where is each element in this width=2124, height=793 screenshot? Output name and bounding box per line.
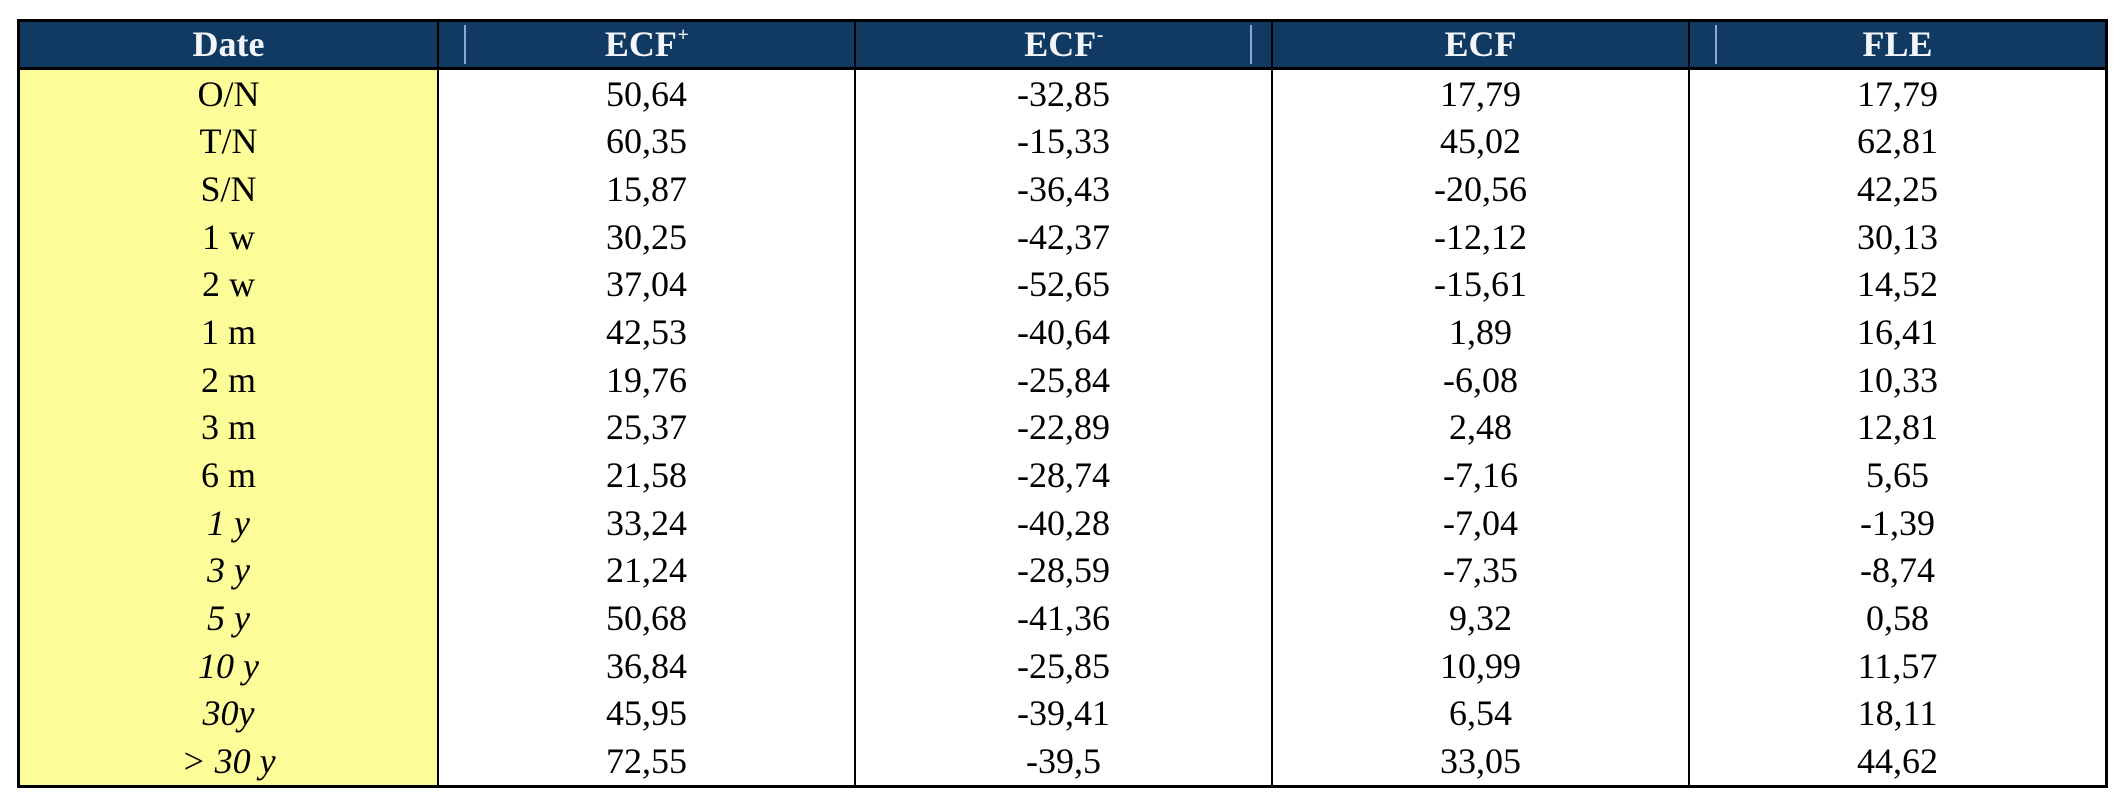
date-cell: 2 m [20, 355, 437, 404]
fle-cell: 11,57 [1688, 641, 2105, 690]
ecf-minus-cell: -25,84 [854, 355, 1271, 404]
fle-cell: 5,65 [1688, 451, 2105, 499]
fle-cell: 10,33 [1688, 355, 2105, 404]
ecf-cell: -6,08 [1271, 355, 1688, 404]
fle-cell: 14,52 [1688, 260, 2105, 309]
ecf-cell: -7,35 [1271, 546, 1688, 595]
ecf-plus-cell: 21,24 [437, 546, 854, 595]
ecf-minus-cell: -42,37 [854, 212, 1271, 261]
fle-cell: -8,74 [1688, 546, 2105, 595]
date-cell: 1 w [20, 212, 437, 261]
column-header-ecf-plus-label: ECF [604, 24, 677, 65]
fle-cell: 16,41 [1688, 308, 2105, 356]
ecf-minus-cell: -15,33 [854, 117, 1271, 166]
ecf-minus-cell: -41,36 [854, 594, 1271, 642]
ecf-minus-cell: -25,85 [854, 641, 1271, 690]
ecf-plus-cell: 15,87 [437, 165, 854, 213]
date-cell: 10 y [20, 641, 437, 690]
date-cell: O/N [20, 69, 437, 118]
ecf-cell: -7,16 [1271, 451, 1688, 499]
ecf-minus-cell: -22,89 [854, 403, 1271, 452]
ecf-cell: -20,56 [1271, 165, 1688, 213]
ecf-cell: 17,79 [1271, 69, 1688, 118]
rates-table-grid: Date ECF + ECF - ECF FLE O/N 50,64 -32,85 … [20, 22, 2105, 785]
ecf-minus-cell: -39,41 [854, 689, 1271, 738]
date-cell: 3 m [20, 403, 437, 452]
fle-cell: 17,79 [1688, 69, 2105, 118]
rates-table: Date ECF + ECF - ECF FLE O/N 50,64 -32,85 … [17, 19, 2108, 788]
fle-cell: 18,11 [1688, 689, 2105, 738]
ecf-plus-cell: 72,55 [437, 737, 854, 785]
fle-cell: 30,13 [1688, 212, 2105, 261]
ecf-cell: -12,12 [1271, 212, 1688, 261]
ecf-minus-cell: -52,65 [854, 260, 1271, 309]
header-gridline-accent [1715, 24, 1717, 64]
ecf-cell: -15,61 [1271, 260, 1688, 309]
ecf-cell: 6,54 [1271, 689, 1688, 738]
fle-cell: 44,62 [1688, 737, 2105, 785]
column-header-ecf-minus: ECF - [854, 22, 1271, 70]
ecf-cell: 1,89 [1271, 308, 1688, 356]
fle-cell: 62,81 [1688, 117, 2105, 166]
date-cell: 2 w [20, 260, 437, 309]
ecf-cell: -7,04 [1271, 498, 1688, 547]
column-header-fle-label: FLE [1862, 24, 1933, 65]
ecf-cell: 10,99 [1271, 641, 1688, 690]
ecf-minus-cell: -40,64 [854, 308, 1271, 356]
fle-cell: 12,81 [1688, 403, 2105, 452]
date-cell: T/N [20, 117, 437, 166]
date-cell: 1 y [20, 498, 437, 547]
ecf-plus-cell: 42,53 [437, 308, 854, 356]
fle-cell: -1,39 [1688, 498, 2105, 547]
column-header-ecf-plus: ECF + [437, 22, 854, 70]
ecf-plus-cell: 25,37 [437, 403, 854, 452]
ecf-plus-cell: 33,24 [437, 498, 854, 547]
column-header-ecf-label: ECF [1444, 24, 1517, 65]
ecf-plus-cell: 36,84 [437, 641, 854, 690]
date-cell: S/N [20, 165, 437, 213]
date-cell: 5 y [20, 594, 437, 642]
fle-cell: 0,58 [1688, 594, 2105, 642]
date-cell: 30y [20, 689, 437, 738]
ecf-plus-cell: 60,35 [437, 117, 854, 166]
column-header-date: Date [20, 22, 437, 70]
date-cell: 3 y [20, 546, 437, 595]
ecf-cell: 2,48 [1271, 403, 1688, 452]
column-header-fle: FLE [1688, 22, 2105, 70]
fle-cell: 42,25 [1688, 165, 2105, 213]
column-header-ecf-minus-label: ECF [1024, 24, 1097, 65]
column-header-date-label: Date [192, 24, 265, 65]
ecf-plus-cell: 19,76 [437, 355, 854, 404]
ecf-plus-cell: 50,64 [437, 69, 854, 118]
ecf-plus-cell: 50,68 [437, 594, 854, 642]
ecf-cell: 33,05 [1271, 737, 1688, 785]
ecf-cell: 9,32 [1271, 594, 1688, 642]
ecf-minus-cell: -28,74 [854, 451, 1271, 499]
ecf-minus-cell: -28,59 [854, 546, 1271, 595]
ecf-minus-cell: -40,28 [854, 498, 1271, 547]
ecf-minus-cell: -36,43 [854, 165, 1271, 213]
date-cell: 6 m [20, 451, 437, 499]
ecf-plus-cell: 30,25 [437, 212, 854, 261]
header-gridline-accent [1250, 24, 1252, 64]
column-header-ecf: ECF [1271, 22, 1688, 70]
ecf-plus-cell: 45,95 [437, 689, 854, 738]
ecf-plus-cell: 21,58 [437, 451, 854, 499]
ecf-minus-cell: -39,5 [854, 737, 1271, 785]
date-cell: 1 m [20, 308, 437, 356]
ecf-minus-cell: -32,85 [854, 69, 1271, 118]
ecf-plus-cell: 37,04 [437, 260, 854, 309]
date-cell: > 30 y [20, 737, 437, 785]
header-gridline-accent [464, 24, 466, 64]
ecf-cell: 45,02 [1271, 117, 1688, 166]
